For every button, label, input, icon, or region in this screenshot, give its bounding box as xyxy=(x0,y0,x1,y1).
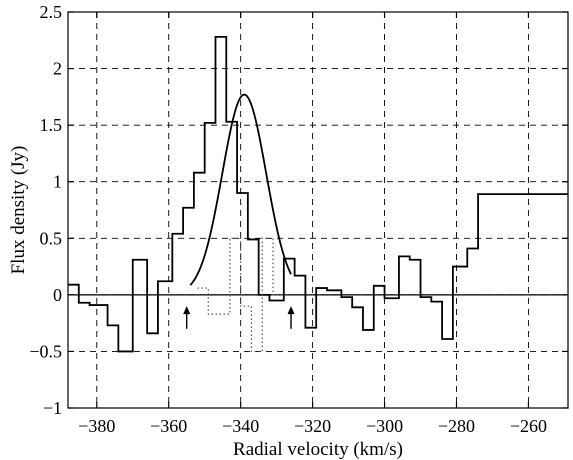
y-tick-label: −1 xyxy=(43,398,62,418)
y-tick-label: 1.5 xyxy=(40,115,63,135)
y-tick-label: 0.5 xyxy=(40,228,63,248)
velocity-range-arrow xyxy=(287,306,295,329)
spectrum-step-line xyxy=(68,35,568,353)
y-tick-label: 2.5 xyxy=(40,2,63,22)
x-tick-label: −340 xyxy=(222,416,259,436)
gaussian-fit-curve xyxy=(189,93,292,286)
x-tick-label: −360 xyxy=(150,416,187,436)
x-tick-label: −260 xyxy=(510,416,547,436)
y-tick-label: −0.5 xyxy=(29,341,62,361)
x-tick-label: −280 xyxy=(438,416,475,436)
tick-layer: −380 −360 −340 −320 −300 −280 −260 −1 −0.5 0 0.5 1 1… xyxy=(29,2,568,436)
plot-frame xyxy=(67,11,569,409)
y-tick-label: 0 xyxy=(53,285,62,305)
y-axis-label: Flux density (Jy) xyxy=(8,146,29,275)
dotted-residual-step-line xyxy=(197,237,284,353)
x-tick-label: −320 xyxy=(294,416,331,436)
velocity-range-arrow xyxy=(183,306,191,329)
annotation-layer xyxy=(183,306,295,329)
y-tick-label: 1 xyxy=(53,172,62,192)
x-tick-label: −380 xyxy=(78,416,115,436)
series-layer xyxy=(68,35,568,353)
y-tick-label: 2 xyxy=(53,59,62,79)
x-axis-label: Radial velocity (km/s) xyxy=(233,439,403,460)
grid xyxy=(68,11,568,409)
x-tick-label: −300 xyxy=(366,416,403,436)
